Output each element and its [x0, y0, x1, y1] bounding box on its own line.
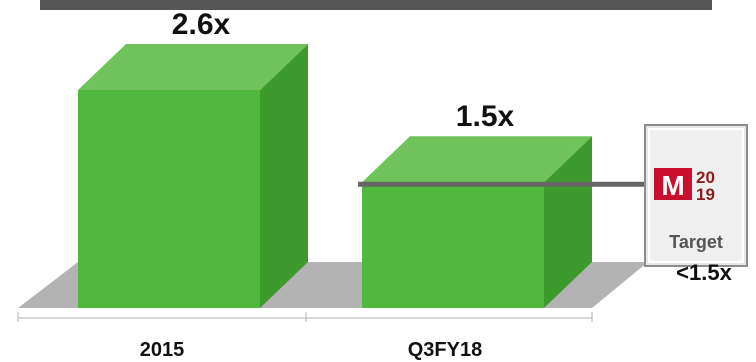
- logo-year-bottom: 19: [696, 185, 715, 204]
- logo-m-letter: M: [661, 170, 684, 201]
- logo-m-block: [654, 168, 692, 200]
- bar-side: [544, 136, 592, 308]
- x-tick-label-2015: 2015: [140, 339, 185, 361]
- bar-top: [362, 136, 592, 183]
- bars-layer: 2.6x 1.5x: [78, 8, 592, 308]
- top-band: [40, 0, 712, 10]
- bar-value-label: 2.6x: [172, 8, 231, 41]
- bar-top: [78, 44, 308, 90]
- bar-2015: 2.6x: [78, 8, 308, 308]
- bar-q3fy18: 1.5x: [362, 100, 592, 308]
- bar-side: [260, 44, 308, 308]
- bar-front: [78, 90, 260, 308]
- m2019-logo: M 20 19: [654, 168, 715, 204]
- target-word: Target: [669, 232, 723, 252]
- bar-value-label: 1.5x: [456, 100, 515, 133]
- target-value-label: <1.5x: [676, 260, 732, 285]
- target-callout: M 20 19 Target: [644, 124, 748, 267]
- bar-front: [362, 182, 544, 308]
- x-tick-label-q3fy18: Q3FY18: [408, 339, 482, 361]
- logo-year-top: 20: [696, 168, 715, 187]
